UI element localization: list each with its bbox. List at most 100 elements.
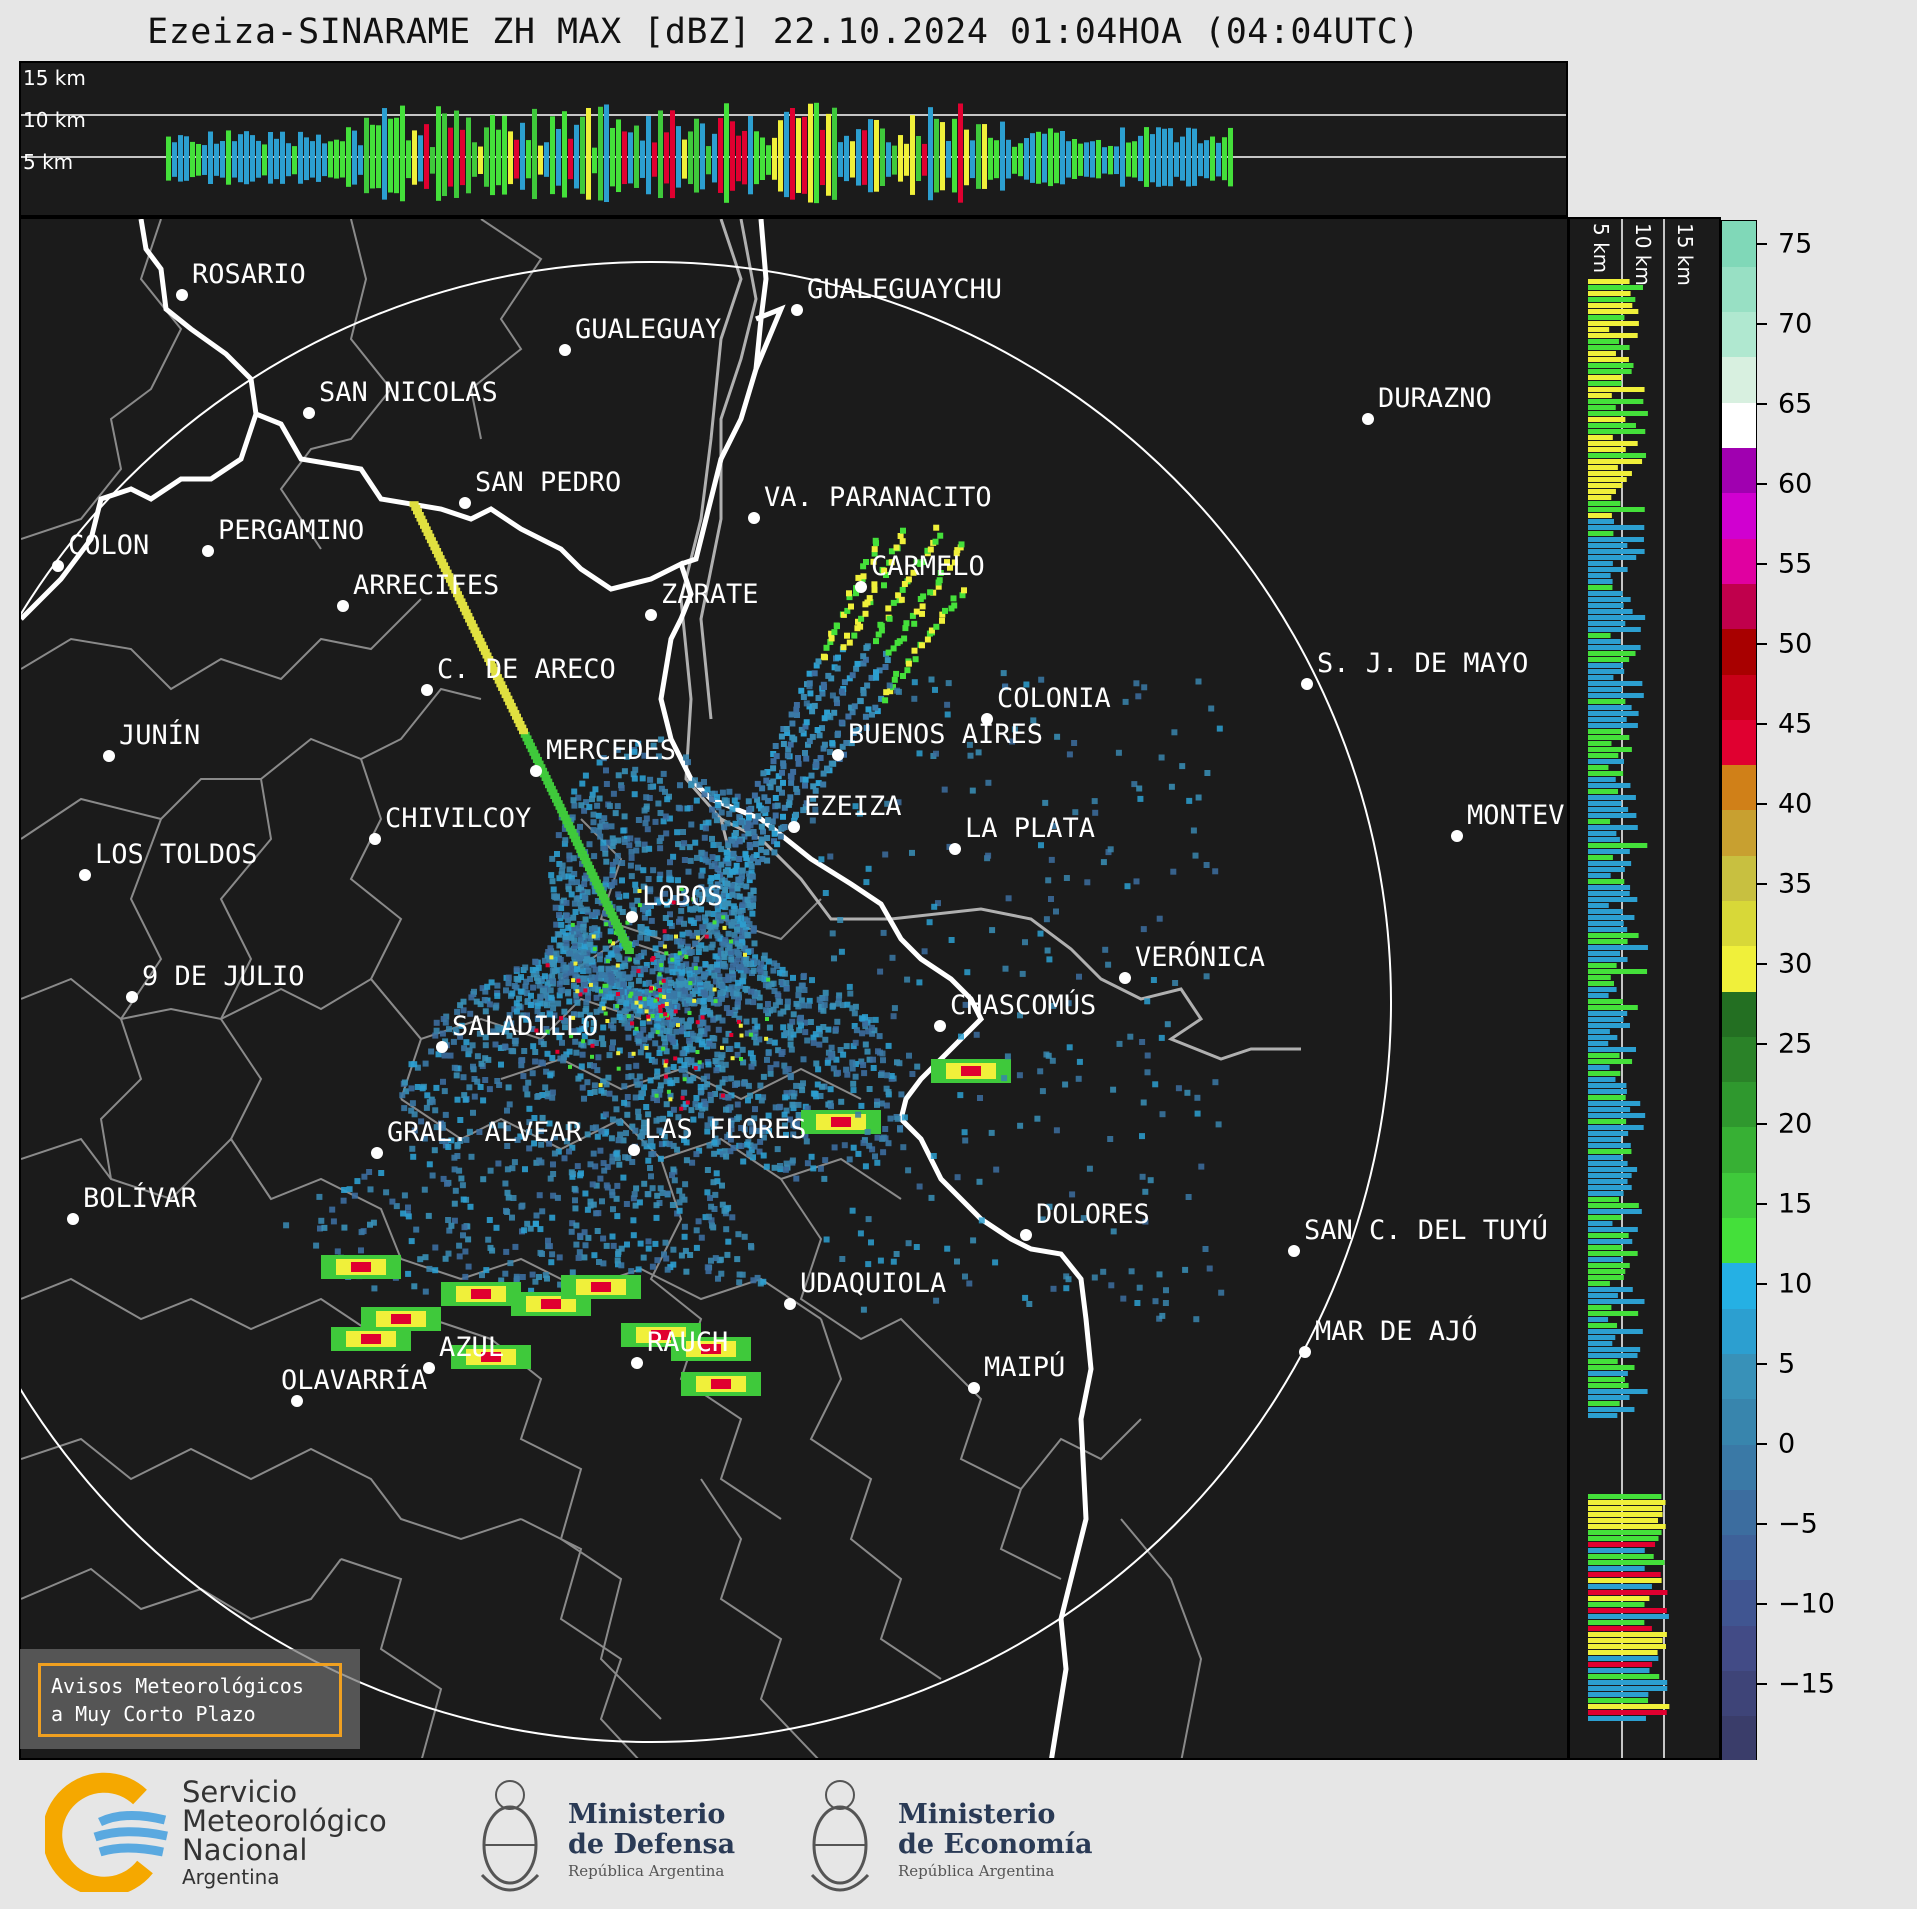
echo-cell bbox=[558, 871, 565, 878]
echo-cell bbox=[298, 131, 303, 184]
echo-cell bbox=[816, 996, 823, 1003]
echo-cell bbox=[812, 1031, 819, 1038]
echo-cell bbox=[580, 116, 585, 194]
echo-cell bbox=[781, 1111, 788, 1118]
echo-cell bbox=[652, 1240, 659, 1247]
echo-cell bbox=[750, 829, 757, 835]
echo-cell bbox=[549, 1000, 556, 1007]
echo-cell bbox=[699, 823, 706, 830]
echo-cell bbox=[591, 1282, 611, 1292]
echo-cell bbox=[803, 1138, 810, 1145]
echo-cell bbox=[639, 775, 646, 782]
echo-cell bbox=[549, 955, 554, 960]
echo-cell bbox=[896, 638, 903, 645]
echo-cell bbox=[676, 987, 683, 994]
echo-cell bbox=[1202, 1246, 1209, 1252]
echo-cell bbox=[321, 1224, 328, 1231]
echo-cell bbox=[1030, 717, 1037, 724]
echo-cell bbox=[864, 1129, 871, 1135]
echo-cell bbox=[1588, 801, 1622, 806]
echo-cell bbox=[888, 548, 895, 555]
echo-cell bbox=[735, 979, 742, 986]
colorbar-segment bbox=[1722, 1126, 1756, 1173]
echo-cell bbox=[1048, 856, 1055, 863]
echo-cell bbox=[799, 1087, 806, 1094]
echo-cell bbox=[749, 1126, 756, 1133]
echo-cell bbox=[852, 1061, 859, 1067]
echo-cell bbox=[665, 992, 671, 999]
echo-cell bbox=[574, 1163, 581, 1170]
echo-cell bbox=[682, 1077, 687, 1082]
echo-cell bbox=[609, 835, 616, 842]
echo-cell bbox=[546, 1140, 553, 1147]
echo-cell bbox=[701, 791, 708, 798]
echo-cell bbox=[781, 970, 788, 977]
echo-cell bbox=[730, 903, 737, 910]
echo-cell bbox=[895, 688, 902, 695]
echo-cell bbox=[630, 970, 637, 977]
echo-cell bbox=[886, 142, 891, 177]
echo-cell bbox=[638, 924, 645, 931]
echo-cell bbox=[839, 1256, 846, 1262]
echo-cell bbox=[964, 129, 969, 186]
echo-cell bbox=[1588, 333, 1638, 338]
echo-cell bbox=[640, 883, 647, 890]
colorbar-segment bbox=[1722, 492, 1756, 539]
echo-cell bbox=[615, 891, 622, 898]
echo-cell bbox=[587, 1202, 594, 1209]
echo-cell bbox=[610, 1242, 617, 1249]
echo-cell bbox=[906, 1052, 912, 1059]
echo-cell bbox=[479, 1272, 485, 1279]
echo-cell bbox=[736, 1271, 743, 1278]
echo-cell bbox=[636, 1032, 643, 1039]
echo-cell bbox=[1588, 1407, 1635, 1412]
echo-cell bbox=[608, 979, 615, 986]
echo-cell bbox=[954, 1174, 961, 1181]
echo-cell bbox=[657, 1185, 664, 1192]
echo-cell bbox=[568, 1169, 575, 1176]
echo-cell bbox=[424, 124, 429, 189]
echo-cell bbox=[988, 137, 993, 180]
echo-cell bbox=[1588, 1518, 1658, 1523]
avisos-meteorologicos-box[interactable]: Avisos Meteorológicos a Muy Corto Plazo bbox=[38, 1663, 342, 1737]
echo-cell bbox=[1588, 1686, 1668, 1691]
echo-cell bbox=[1116, 1040, 1123, 1047]
echo-cell bbox=[719, 1182, 725, 1189]
echo-cell bbox=[485, 1236, 492, 1243]
echo-cell bbox=[414, 1084, 421, 1090]
echo-cell bbox=[876, 667, 883, 674]
echo-cell bbox=[750, 888, 757, 894]
echo-cell bbox=[696, 1147, 703, 1154]
echo-cell bbox=[724, 1251, 731, 1258]
echo-cell bbox=[614, 1155, 621, 1162]
echo-cell bbox=[1588, 1317, 1609, 1322]
echo-cell bbox=[698, 872, 705, 879]
echo-cell bbox=[814, 1081, 821, 1088]
echo-cell bbox=[687, 1011, 692, 1015]
city-dot bbox=[832, 749, 844, 761]
echo-cell bbox=[748, 863, 755, 870]
colorbar-tick-mark bbox=[1757, 1123, 1767, 1125]
echo-cell bbox=[1588, 1542, 1656, 1547]
echo-cell bbox=[870, 1056, 876, 1063]
echo-cell bbox=[469, 1042, 476, 1049]
economia-line3: República Argentina bbox=[898, 1862, 1055, 1880]
echo-cell bbox=[624, 948, 634, 954]
echo-cell bbox=[646, 116, 651, 195]
echo-cell bbox=[783, 1090, 790, 1097]
echo-cell bbox=[571, 938, 578, 944]
echo-cell bbox=[733, 1081, 740, 1087]
echo-cell bbox=[634, 837, 641, 844]
echo-cell bbox=[649, 1143, 656, 1150]
echo-cell bbox=[639, 1020, 646, 1027]
city-dot bbox=[1119, 972, 1131, 984]
echo-cell bbox=[615, 1261, 621, 1268]
echo-cell bbox=[641, 989, 648, 996]
echo-cell bbox=[635, 1108, 642, 1115]
echo-cell bbox=[655, 753, 662, 760]
echo-cell bbox=[1195, 794, 1202, 801]
echo-cell bbox=[370, 1219, 377, 1226]
echo-cell bbox=[572, 1205, 579, 1212]
echo-cell bbox=[547, 1175, 554, 1182]
colorbar-tick-mark bbox=[1757, 323, 1767, 325]
